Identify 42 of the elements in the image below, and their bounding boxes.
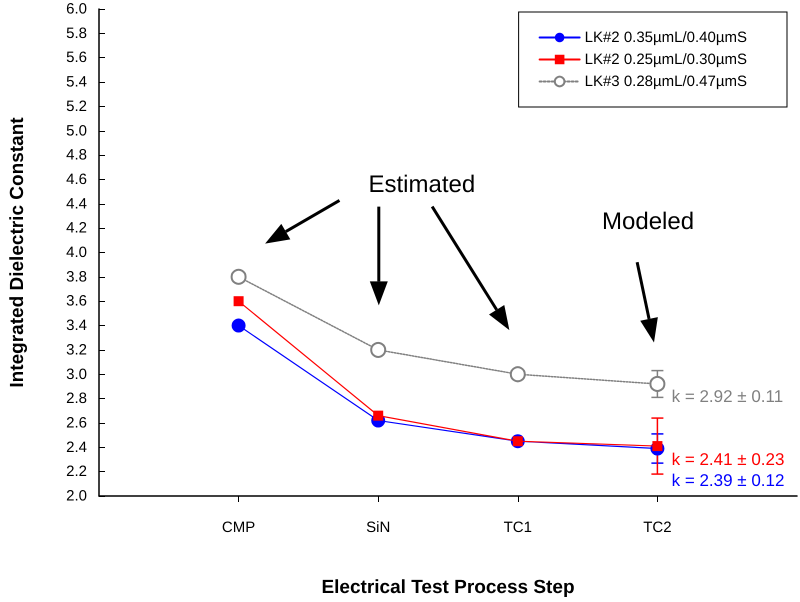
annotation: k = 2.92 ± 0.11	[672, 387, 784, 408]
y-tick-label: 3.2	[66, 341, 87, 358]
x-tick-label: TC2	[643, 519, 672, 536]
y-tick-label: 2.0	[66, 488, 87, 504]
y-tick-label: 5.8	[66, 24, 87, 42]
legend-label: LK#2 0.35µmL/0.40µmS	[584, 29, 748, 46]
y-tick-label: 2.6	[66, 414, 87, 432]
y-tick-label: 3.8	[66, 268, 87, 286]
y-axis-title: Integrated Dielectric Constant	[7, 116, 28, 388]
y-tick-label: 4.6	[66, 170, 87, 188]
x-tick-label: SiN	[366, 519, 390, 536]
y-tick-label: 4.8	[66, 146, 87, 164]
point	[649, 376, 666, 392]
y-tick-label: 5.6	[66, 49, 87, 66]
y-tick-label: 5.4	[66, 74, 87, 91]
y-tick-label: 3.4	[66, 317, 87, 334]
x-tick-label: CMP	[222, 519, 256, 536]
y-tick-label: 6.0	[66, 0, 87, 18]
point	[510, 366, 526, 382]
point	[230, 268, 247, 285]
y-tick-label: 4.4	[66, 195, 87, 212]
x-axis-title: Electrical Test Process Step	[321, 577, 575, 598]
y-tick-label: 4.0	[66, 244, 87, 261]
y-tick-label: 2.2	[66, 463, 87, 480]
y-tick-label: 5.0	[66, 122, 87, 140]
x-tick-label: TC1	[504, 519, 532, 536]
y-tick-label: 3.6	[66, 292, 87, 310]
y-tick-label: 5.2	[66, 98, 87, 115]
point	[370, 342, 386, 358]
annotation: k = 2.41 ± 0.23	[672, 450, 784, 470]
annotation: Modeled	[602, 208, 694, 236]
point	[373, 410, 384, 421]
point	[234, 296, 244, 306]
point	[232, 318, 246, 333]
y-tick-label: 3.0	[66, 366, 87, 383]
y-tick-label: 4.2	[66, 220, 87, 237]
annotation: k = 2.39 ± 0.12	[672, 471, 784, 492]
legend-label: LK#3 0.28µmL/0.47µmS	[584, 73, 748, 90]
legend-label: LK#2 0.25µmL/0.30µmS	[584, 51, 748, 68]
annotation: Estimated	[368, 171, 476, 199]
y-tick-label: 2.4	[66, 438, 87, 456]
y-tick-label: 2.8	[66, 390, 87, 408]
